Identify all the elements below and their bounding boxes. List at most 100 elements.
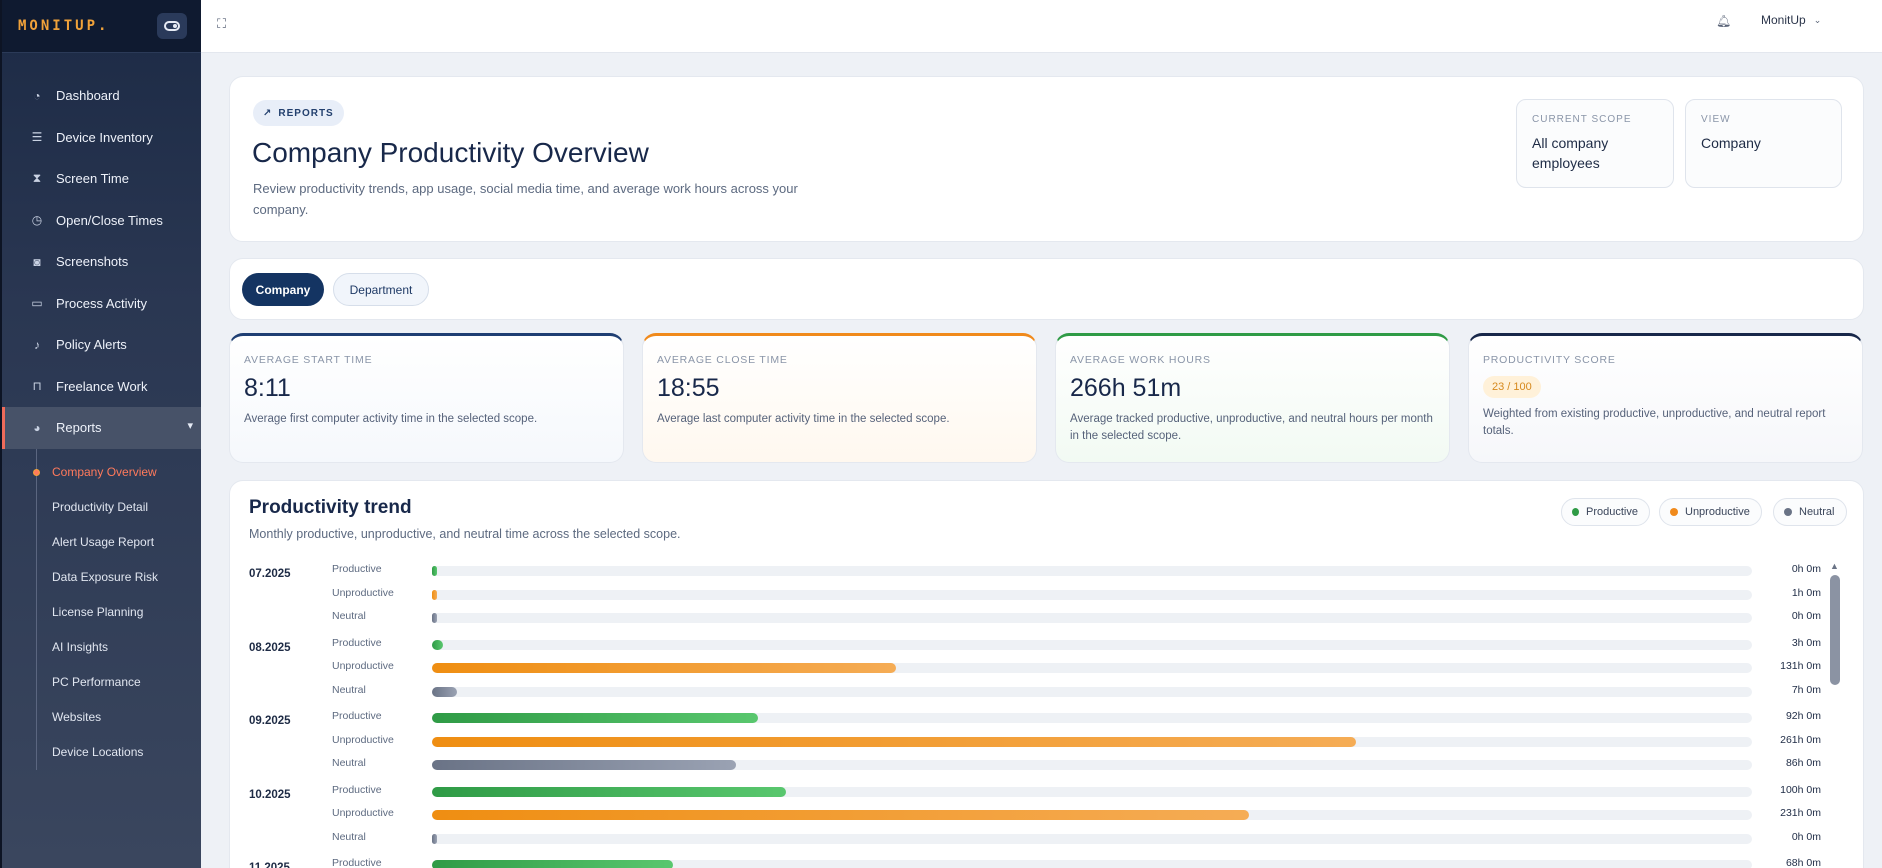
sidebar-nav: ◔ Dashboard ☰ Device Inventory ⧗ Screen … [2, 75, 201, 770]
bar-unproductive[interactable] [432, 810, 1250, 820]
scroll-up-arrow-icon[interactable]: ▲ [1830, 561, 1839, 571]
stat-label: AVERAGE CLOSE TIME [657, 354, 788, 366]
sidebar-item-label: Reports [56, 420, 102, 436]
subnav-item-license-planning[interactable]: License Planning [37, 595, 201, 630]
tab-company[interactable]: Company [242, 273, 324, 306]
bar-neutral[interactable] [432, 686, 457, 697]
stat-description: Average last computer activity time in t… [657, 413, 950, 425]
user-menu[interactable]: MonitUp ⌄ [1761, 13, 1821, 27]
subnav-item-label: Device Locations [52, 745, 144, 759]
bar-unproductive[interactable] [432, 663, 896, 673]
tab-department[interactable]: Department [333, 273, 429, 306]
sidebar-toggle-button[interactable] [157, 13, 187, 39]
stat-description: Average tracked productive, unproductive… [1070, 413, 1433, 442]
bar-track [432, 589, 1752, 600]
overview-header-card: ↗ REPORTS Company Productivity Overview … [229, 76, 1864, 242]
bar-value: 0h 0m [1791, 563, 1821, 575]
legend-label: Neutral [1799, 506, 1835, 518]
camera-icon: ◙ [33, 254, 41, 269]
legend-swatch [1784, 508, 1792, 516]
view-label: VIEW [1701, 114, 1731, 125]
bar-track [432, 686, 1752, 697]
bar-track [432, 760, 1752, 770]
bar-value: 261h 0m [1780, 733, 1821, 746]
trend-subtitle: Monthly productive, unproductive, and ne… [249, 527, 681, 541]
bar-track [432, 713, 1752, 723]
subnav-item-device-locations[interactable]: Device Locations [37, 735, 201, 770]
trend-scrollbar[interactable]: ▲ [1830, 561, 1840, 868]
bar-label-unproductive: Unproductive [332, 807, 394, 819]
bar-productive[interactable] [432, 639, 443, 650]
subnav-item-pc-performance[interactable]: PC Performance [37, 665, 201, 700]
bar-label-neutral: Neutral [332, 757, 366, 769]
sidebar-item-policy-alerts[interactable]: ♪ Policy Alerts [2, 324, 201, 366]
chevron-down-icon: ⌄ [1813, 14, 1822, 25]
sidebar-item-screenshots[interactable]: ◙ Screenshots [2, 241, 201, 283]
sidebar-item-process-activity[interactable]: ▭ Process Activity [2, 283, 201, 325]
hourglass-icon: ⧗ [32, 171, 42, 186]
bar-productive[interactable] [432, 860, 673, 868]
bar-label-neutral: Neutral [332, 683, 366, 696]
stat-productivity-score: PRODUCTIVITY SCORE 23 / 100 Weighted fro… [1468, 333, 1863, 463]
current-scope-card: CURRENT SCOPE All company employees [1516, 99, 1674, 188]
page-title: Company Productivity Overview [252, 137, 649, 168]
bar-neutral[interactable] [432, 760, 737, 770]
bar-value: 131h 0m [1780, 660, 1821, 672]
subnav-item-data-exposure-risk[interactable]: Data Exposure Risk [37, 560, 201, 595]
sidebar-item-device-inventory[interactable]: ☰ Device Inventory [2, 117, 201, 159]
sidebar-item-dashboard[interactable]: ◔ Dashboard [2, 75, 201, 117]
bar-unproductive[interactable] [432, 589, 437, 600]
sidebar-item-open-close-times[interactable]: ◷ Open/Close Times [2, 200, 201, 242]
legend-item-unproductive[interactable]: Unproductive [1659, 498, 1762, 526]
legend-label: Productive [1586, 506, 1638, 518]
bar-value: 0h 0m [1791, 610, 1821, 622]
stat-value: 266h 51m [1070, 374, 1182, 402]
sidebar-item-freelance-work[interactable]: ⊓ Freelance Work [2, 366, 201, 408]
sidebar-item-label: Screenshots [56, 254, 129, 270]
bar-track [432, 663, 1752, 673]
sidebar-item-label: Open/Close Times [56, 212, 163, 228]
subnav-item-alert-usage-report[interactable]: Alert Usage Report [37, 525, 201, 560]
month-label: 08.2025 [249, 641, 291, 654]
monitor-icon: ▭ [31, 296, 43, 311]
notification-bell-icon[interactable]: 🔔︎ [1716, 14, 1732, 28]
fullscreen-icon[interactable]: ⛶ [217, 16, 227, 31]
bar-track [432, 639, 1752, 650]
trend-title: Productivity trend [249, 497, 412, 518]
bar-unproductive[interactable] [432, 736, 1356, 747]
pie-chart-icon: ◕ [33, 420, 41, 435]
bar-neutral[interactable] [432, 613, 437, 623]
sidebar-item-screen-time[interactable]: ⧗ Screen Time [2, 158, 201, 200]
subnav-item-label: PC Performance [52, 675, 141, 689]
sidebar-item-reports[interactable]: ◕ Reports ▾ [2, 407, 201, 449]
subnav-item-productivity-detail[interactable]: Productivity Detail [37, 490, 201, 525]
bar-track [432, 786, 1752, 797]
bar-value: 92h 0m [1785, 710, 1821, 722]
subnav-item-company-overview[interactable]: Company Overview [33, 455, 201, 490]
bar-productive[interactable] [432, 786, 786, 797]
sidebar: MONITUP. ◔ Dashboard ☰ Device Inventory … [0, 0, 201, 868]
sidebar-item-label: Device Inventory [56, 129, 153, 145]
bar-value: 231h 0m [1780, 807, 1821, 819]
legend-item-productive[interactable]: Productive [1561, 498, 1650, 526]
subnav-item-ai-insights[interactable]: AI Insights [37, 630, 201, 665]
subnav-item-label: Alert Usage Report [52, 535, 155, 549]
legend-item-neutral[interactable]: Neutral [1773, 498, 1847, 526]
bar-track [432, 860, 1752, 868]
bell-icon: ♪ [34, 337, 40, 352]
toggle-icon [164, 21, 180, 31]
bar-neutral[interactable] [432, 833, 437, 844]
month-label: 10.2025 [249, 788, 291, 801]
sidebar-item-label: Policy Alerts [56, 337, 127, 353]
subnav-item-websites[interactable]: Websites [37, 700, 201, 735]
stat-value: 18:55 [657, 374, 720, 402]
bar-label-unproductive: Unproductive [332, 733, 394, 746]
stat-label: AVERAGE START TIME [244, 354, 373, 366]
brand-logo[interactable]: MONITUP. [18, 18, 110, 34]
productivity-trend-card: Productivity trend Monthly productive, u… [229, 480, 1864, 868]
bar-productive[interactable] [432, 566, 437, 576]
scroll-thumb[interactable] [1830, 575, 1840, 685]
bar-productive[interactable] [432, 713, 758, 723]
bar-track [432, 613, 1752, 623]
subnav-item-label: License Planning [52, 605, 144, 619]
